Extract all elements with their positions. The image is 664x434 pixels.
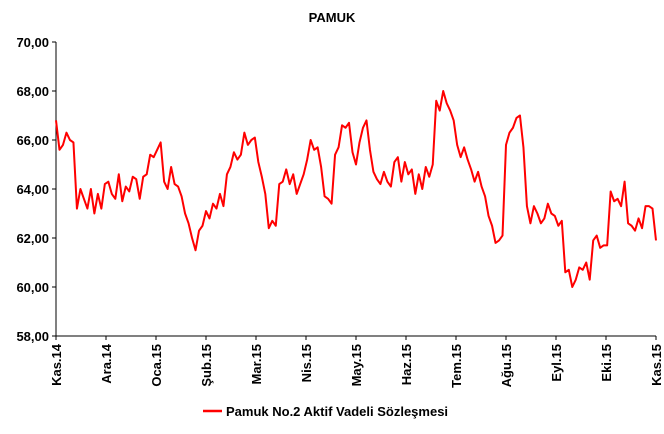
legend: Pamuk No.2 Aktif Vadeli Sözleşmesi: [203, 404, 448, 419]
x-tick-label: Kas.14: [49, 343, 64, 386]
x-tick-label: Ağu.15: [499, 344, 514, 387]
y-tick-label: 64,00: [16, 182, 49, 197]
x-tick-label: Eki.15: [599, 344, 614, 382]
series-line: [55, 90, 657, 288]
x-tick-label: May.15: [349, 344, 364, 386]
legend-label: Pamuk No.2 Aktif Vadeli Sözleşmesi: [226, 404, 448, 419]
y-tick-label: 60,00: [16, 280, 49, 295]
chart-title: PAMUK: [309, 10, 356, 25]
x-tick-label: Oca.15: [149, 344, 164, 387]
x-tick-label: Nis.15: [299, 344, 314, 382]
x-tick-label: Eyl.15: [549, 344, 564, 382]
x-tick-label: Kas.15: [649, 344, 664, 386]
x-tick-label: Mar.15: [249, 344, 264, 384]
x-tick-label: Ara.14: [99, 343, 114, 384]
y-tick-label: 70,00: [16, 35, 49, 50]
x-axis: Kas.14 Ara.14 Oca.15 Şub.15 Mar.15 Nis.15 May.…: [49, 335, 664, 388]
series-layer: [55, 90, 657, 288]
y-tick-label: 68,00: [16, 84, 49, 99]
y-tick-label: 66,00: [16, 133, 49, 148]
x-tick-label: Şub.15: [199, 344, 214, 387]
x-tick-label: Haz.15: [399, 344, 414, 385]
y-tick-label: 58,00: [16, 329, 49, 344]
y-tick-label: 62,00: [16, 231, 49, 246]
y-axis: 58,00 60,00 62,00 64,00 66,00 68,00 70,00: [16, 35, 57, 344]
x-tick-label: Tem.15: [449, 344, 464, 388]
